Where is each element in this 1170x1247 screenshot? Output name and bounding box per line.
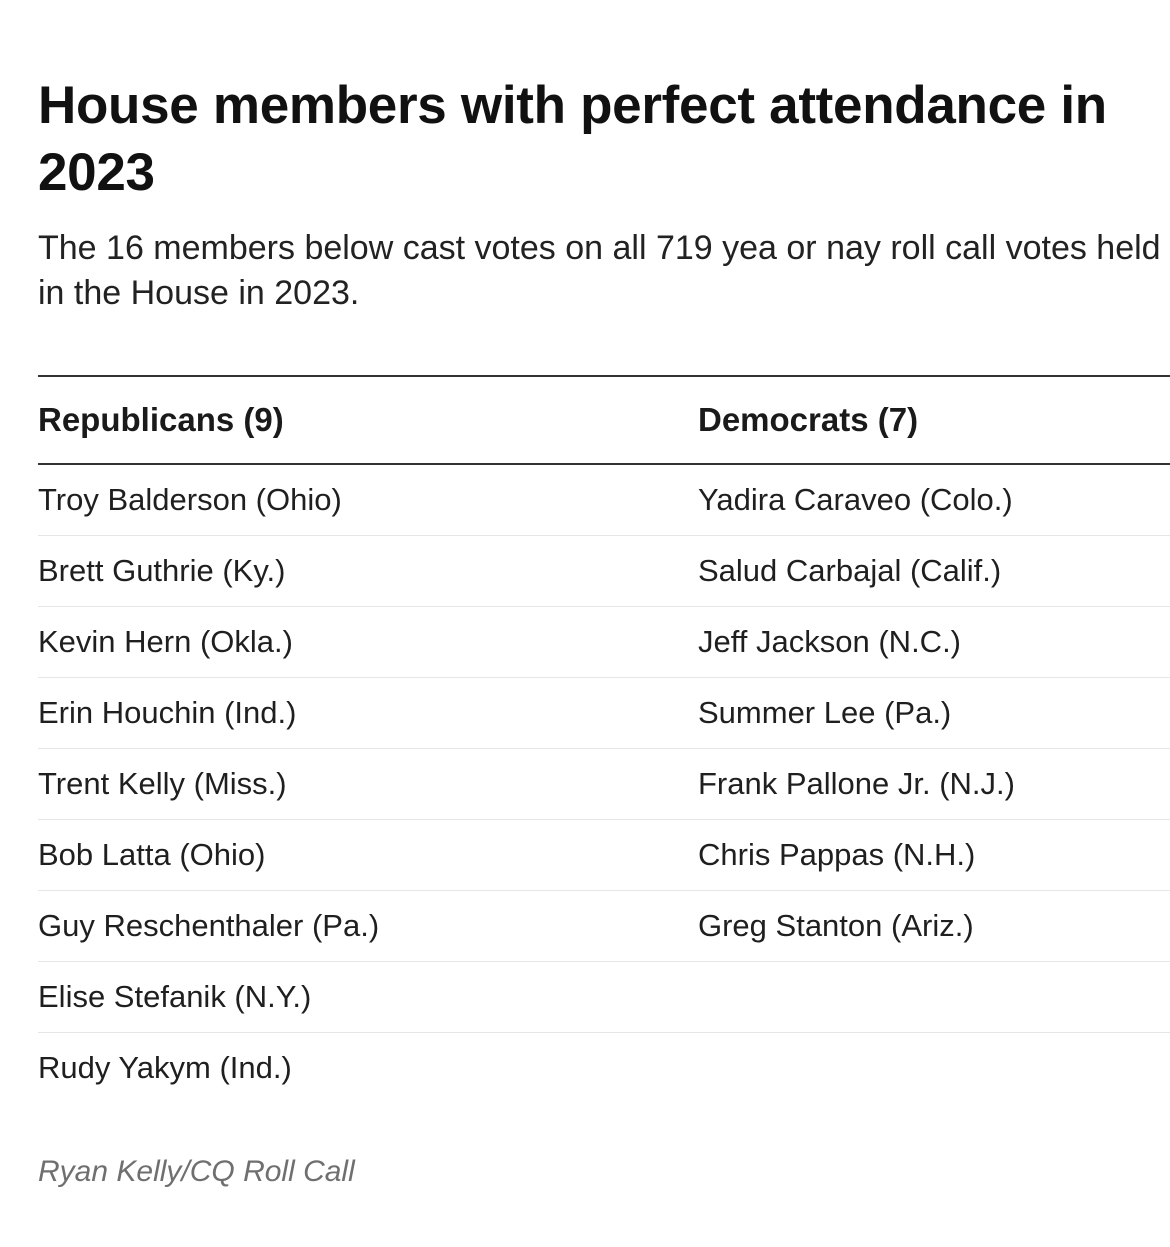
table-row: Trent Kelly (Miss.) Frank Pallone Jr. (N.… bbox=[38, 748, 1170, 820]
democrat-member-cell: Frank Pallone Jr. (N.J.) bbox=[698, 748, 1170, 820]
democrat-member-cell: Chris Pappas (N.H.) bbox=[698, 819, 1170, 891]
table-row: Bob Latta (Ohio) Chris Pappas (N.H.) bbox=[38, 819, 1170, 891]
democrat-member-cell: Salud Carbajal (Calif.) bbox=[698, 535, 1170, 607]
table-body: Troy Balderson (Ohio) Yadira Caraveo (Col… bbox=[38, 464, 1170, 1103]
table-row: Erin Houchin (Ind.) Summer Lee (Pa.) bbox=[38, 677, 1170, 749]
republican-member-cell: Brett Guthrie (Ky.) bbox=[38, 535, 698, 607]
table-row: Troy Balderson (Ohio) Yadira Caraveo (Col… bbox=[38, 464, 1170, 536]
chart-subtitle: The 16 members below cast votes on all 7… bbox=[38, 229, 1161, 312]
republican-member-cell: Trent Kelly (Miss.) bbox=[38, 748, 698, 820]
table-row: Elise Stefanik (N.Y.) bbox=[38, 961, 1170, 1033]
table-row: Rudy Yakym (Ind.) bbox=[38, 1033, 1170, 1104]
source-credit: Ryan Kelly/CQ Roll Call bbox=[38, 1155, 355, 1188]
table-header: Republicans (9) Democrats (7) bbox=[38, 375, 1170, 465]
democrat-member-cell bbox=[698, 961, 1170, 1033]
republican-member-cell: Elise Stefanik (N.Y.) bbox=[38, 961, 698, 1033]
republican-member-cell: Kevin Hern (Okla.) bbox=[38, 606, 698, 678]
republican-member-cell: Guy Reschenthaler (Pa.) bbox=[38, 890, 698, 962]
democrat-member-cell: Yadira Caraveo (Colo.) bbox=[698, 464, 1170, 536]
chart-title: House members with perfect attendance in… bbox=[38, 76, 1107, 202]
democrat-member-cell: Summer Lee (Pa.) bbox=[698, 677, 1170, 749]
chart-header: House members with perfect attendance in… bbox=[38, 72, 1170, 316]
column-header-republicans: Republicans (9) bbox=[38, 375, 698, 465]
table-row: Kevin Hern (Okla.) Jeff Jackson (N.C.) bbox=[38, 606, 1170, 678]
table-row: Brett Guthrie (Ky.) Salud Carbajal (Calif… bbox=[38, 535, 1170, 607]
republican-member-cell: Bob Latta (Ohio) bbox=[38, 819, 698, 891]
democrat-member-cell bbox=[698, 1033, 1170, 1104]
republican-member-cell: Erin Houchin (Ind.) bbox=[38, 677, 698, 749]
column-header-democrats: Democrats (7) bbox=[698, 375, 1170, 465]
democrat-member-cell: Greg Stanton (Ariz.) bbox=[698, 890, 1170, 962]
attendance-table-container: Republicans (9) Democrats (7) Troy Balde… bbox=[38, 375, 1170, 1103]
attendance-table: Republicans (9) Democrats (7) Troy Balde… bbox=[38, 375, 1170, 1103]
table-row: Guy Reschenthaler (Pa.) Greg Stanton (Ari… bbox=[38, 890, 1170, 962]
republican-member-cell: Rudy Yakym (Ind.) bbox=[38, 1050, 292, 1085]
republican-member-cell: Troy Balderson (Ohio) bbox=[38, 464, 698, 536]
democrat-member-cell: Jeff Jackson (N.C.) bbox=[698, 606, 1170, 678]
table-header-row: Republicans (9) Democrats (7) bbox=[38, 375, 1170, 465]
